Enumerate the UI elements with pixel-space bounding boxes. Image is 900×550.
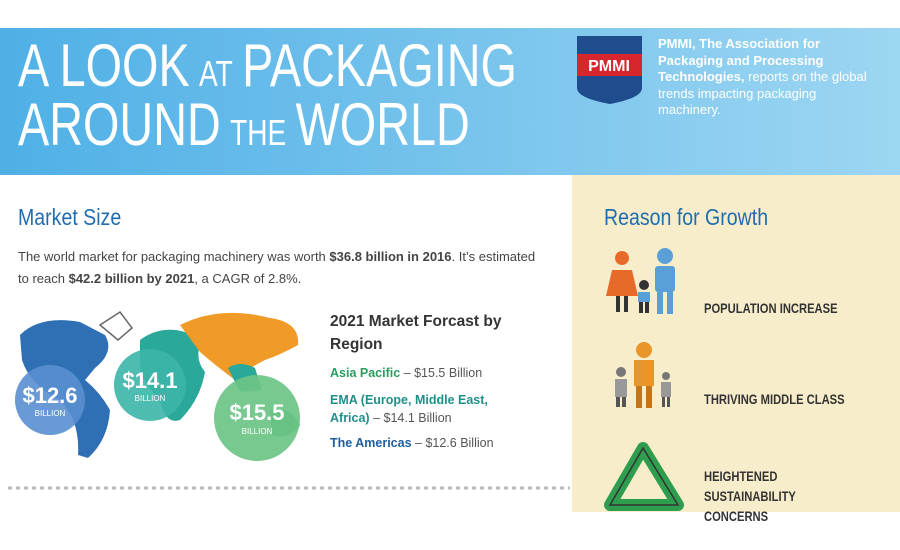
title-word: A LOOK bbox=[18, 32, 190, 99]
banner bbox=[0, 28, 900, 175]
population-icon bbox=[606, 248, 675, 314]
bubble-unit: BILLION bbox=[35, 409, 66, 418]
reason: HEIGHTENED SUSTAINABILITY CONCERNS bbox=[704, 468, 796, 524]
section-heading: Reason for Growth bbox=[604, 204, 769, 230]
region-value: – $14.1 Billion bbox=[373, 411, 452, 425]
world-map: $12.6 BILLION $14.1 BILLION $15.5 BILLIO… bbox=[15, 310, 300, 461]
title-line2: AROUND THE WORLD bbox=[18, 91, 470, 158]
reason: THRIVING MIDDLE CLASS bbox=[704, 391, 845, 407]
legend-item: Asia Pacific – $15.5 Billion bbox=[330, 364, 520, 382]
middle-class-icon bbox=[615, 342, 671, 408]
intro-org: PMMI, The Association for Packaging and … bbox=[658, 36, 824, 84]
legend-item: The Americas – $12.6 Billion bbox=[330, 434, 520, 452]
legend-item: EMA (Europe, Middle East, Africa) – $14.… bbox=[330, 391, 520, 427]
recycle-icon bbox=[604, 442, 684, 511]
forecast-title: 2021 Market Forcast by Region bbox=[330, 313, 502, 353]
title-word: THE bbox=[230, 113, 286, 153]
bubble-value: $14.1 bbox=[122, 368, 177, 393]
reason: POPULATION INCREASE bbox=[704, 300, 838, 316]
text: , a CAGR of 2.8%. bbox=[194, 271, 302, 286]
bubble-value: $15.5 bbox=[229, 400, 284, 425]
text-bold: $42.2 billion by 2021 bbox=[68, 271, 195, 286]
title-word: PACKAGING bbox=[242, 32, 517, 99]
title-line1: A LOOK AT PACKAGING bbox=[18, 32, 517, 99]
text: The world market for packaging machinery… bbox=[18, 249, 330, 264]
logo: PMMI bbox=[577, 36, 642, 104]
region-value: – $12.6 Billion bbox=[415, 436, 494, 450]
bubble-unit: BILLION bbox=[242, 427, 273, 436]
market-paragraph: The world market for packaging machinery… bbox=[18, 246, 538, 290]
intro: PMMI, The Association for Packaging and … bbox=[658, 36, 878, 119]
region-name: EMA (Europe, Middle East, Africa) bbox=[330, 393, 488, 425]
title-word: AROUND bbox=[18, 91, 221, 158]
section-heading: Market Size bbox=[18, 204, 122, 230]
title-word: WORLD bbox=[296, 91, 470, 158]
bubble-value: $12.6 bbox=[22, 383, 77, 408]
region-name: The Americas bbox=[330, 436, 412, 450]
region-name: Asia Pacific bbox=[330, 366, 401, 380]
bubble-unit: BILLION bbox=[135, 394, 166, 403]
text-bold: $36.8 billion in 2016 bbox=[329, 249, 452, 264]
growth-panel bbox=[572, 175, 900, 512]
logo-text: PMMI bbox=[588, 58, 630, 75]
text: . It’s estimated to reach bbox=[18, 249, 536, 286]
title-word: AT bbox=[199, 54, 233, 94]
intro-text: reports on the global trends impacting p… bbox=[658, 69, 867, 117]
region-value: – $15.5 Billion bbox=[403, 366, 483, 380]
